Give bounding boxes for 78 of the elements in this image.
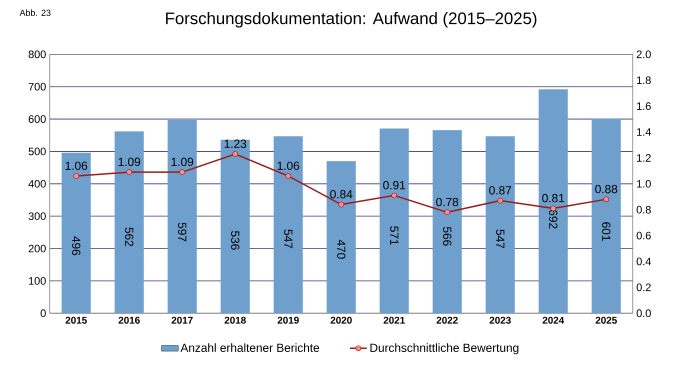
x-tick-label: 2020 <box>330 316 352 324</box>
bar <box>432 130 462 314</box>
bar <box>326 160 356 314</box>
bar <box>486 136 515 314</box>
data-label: 0.84 <box>330 190 352 198</box>
bar <box>380 128 409 314</box>
y-tick-label: 400 <box>28 180 46 188</box>
point <box>179 169 186 175</box>
data-label: 547 <box>284 229 292 248</box>
data-label: 0.88 <box>595 184 618 194</box>
data-label: 1.06 <box>278 161 300 170</box>
data-label: 0.87 <box>489 186 512 194</box>
y2-tick-label: 1.8 <box>637 76 651 84</box>
y-tick-label: 800 <box>28 50 46 58</box>
legend-label: Durchschnittliche Bewertung <box>370 343 518 354</box>
data-label: 562 <box>125 227 134 246</box>
data-label: 1.09 <box>118 158 140 166</box>
y2-tick-label: 0.2 <box>636 283 651 292</box>
data-label: 470 <box>337 240 346 259</box>
point <box>232 150 238 157</box>
x-tick-label: 2015 <box>66 316 87 324</box>
y2-tick-label: 0.8 <box>636 206 651 214</box>
point <box>126 169 132 175</box>
y2-tick-label: 0.6 <box>636 232 651 240</box>
point <box>73 172 80 179</box>
x-tick-label: 2021 <box>384 316 405 324</box>
data-label: 0.81 <box>542 194 564 202</box>
x-tick-label: 2016 <box>118 316 140 324</box>
y2-tick-label: 2.0 <box>636 50 651 58</box>
data-label: 0.78 <box>436 198 458 206</box>
legend-label: Anzahl erhaltener Berichte <box>180 343 320 352</box>
x-tick-label: 2018 <box>224 316 246 324</box>
bar <box>592 118 621 314</box>
y2-tick-label: 1.2 <box>637 154 651 162</box>
bar <box>114 131 144 314</box>
point <box>444 209 450 215</box>
bar <box>62 152 91 314</box>
x-tick-label: 2017 <box>172 316 193 324</box>
y2-tick-label: 1.0 <box>637 180 651 188</box>
data-label: 496 <box>72 236 80 255</box>
point <box>391 192 398 198</box>
data-label: 597 <box>178 222 186 242</box>
y-tick-label: 200 <box>28 244 46 252</box>
y2-tick-label: 1.4 <box>637 128 651 136</box>
y-tick-label: 700 <box>28 82 46 90</box>
data-label: 1.09 <box>172 158 194 166</box>
bar <box>274 136 303 314</box>
x-tick-label: 2022 <box>436 316 458 324</box>
bar <box>220 140 250 314</box>
y-tick-label: 0 <box>40 309 46 317</box>
chart-title: Forschungsdokumentation: Aufwand (2015–2025) <box>166 12 536 28</box>
data-label: 536 <box>231 230 240 250</box>
caption: Abb. 23 <box>20 9 51 16</box>
y-tick-label: 500 <box>28 147 46 156</box>
data-label: 1.23 <box>224 139 246 148</box>
x-tick-label: 2019 <box>278 316 299 324</box>
y-tick-label: 300 <box>28 212 46 220</box>
y2-tick-label: 0.4 <box>636 257 651 266</box>
point <box>285 172 292 179</box>
bar <box>168 120 197 314</box>
point <box>603 196 610 202</box>
y-tick-label: 100 <box>28 276 46 285</box>
data-label: 566 <box>443 226 452 246</box>
y2-tick-label: 1.6 <box>637 102 651 110</box>
data-label: 601 <box>602 222 610 241</box>
x-tick-label: 2025 <box>596 316 617 324</box>
data-label: 692 <box>549 210 558 228</box>
data-label: 1.06 <box>66 161 88 170</box>
point <box>497 198 504 204</box>
y-tick-label: 600 <box>28 115 46 123</box>
data-label: 547 <box>496 229 504 248</box>
x-tick-label: 2024 <box>542 316 564 324</box>
y2-tick-label: 0.0 <box>636 309 651 317</box>
x-tick-label: 2023 <box>490 316 511 324</box>
bar <box>538 89 568 314</box>
data-label: 0.91 <box>383 180 406 190</box>
data-label: 571 <box>390 226 398 245</box>
point <box>338 201 344 208</box>
